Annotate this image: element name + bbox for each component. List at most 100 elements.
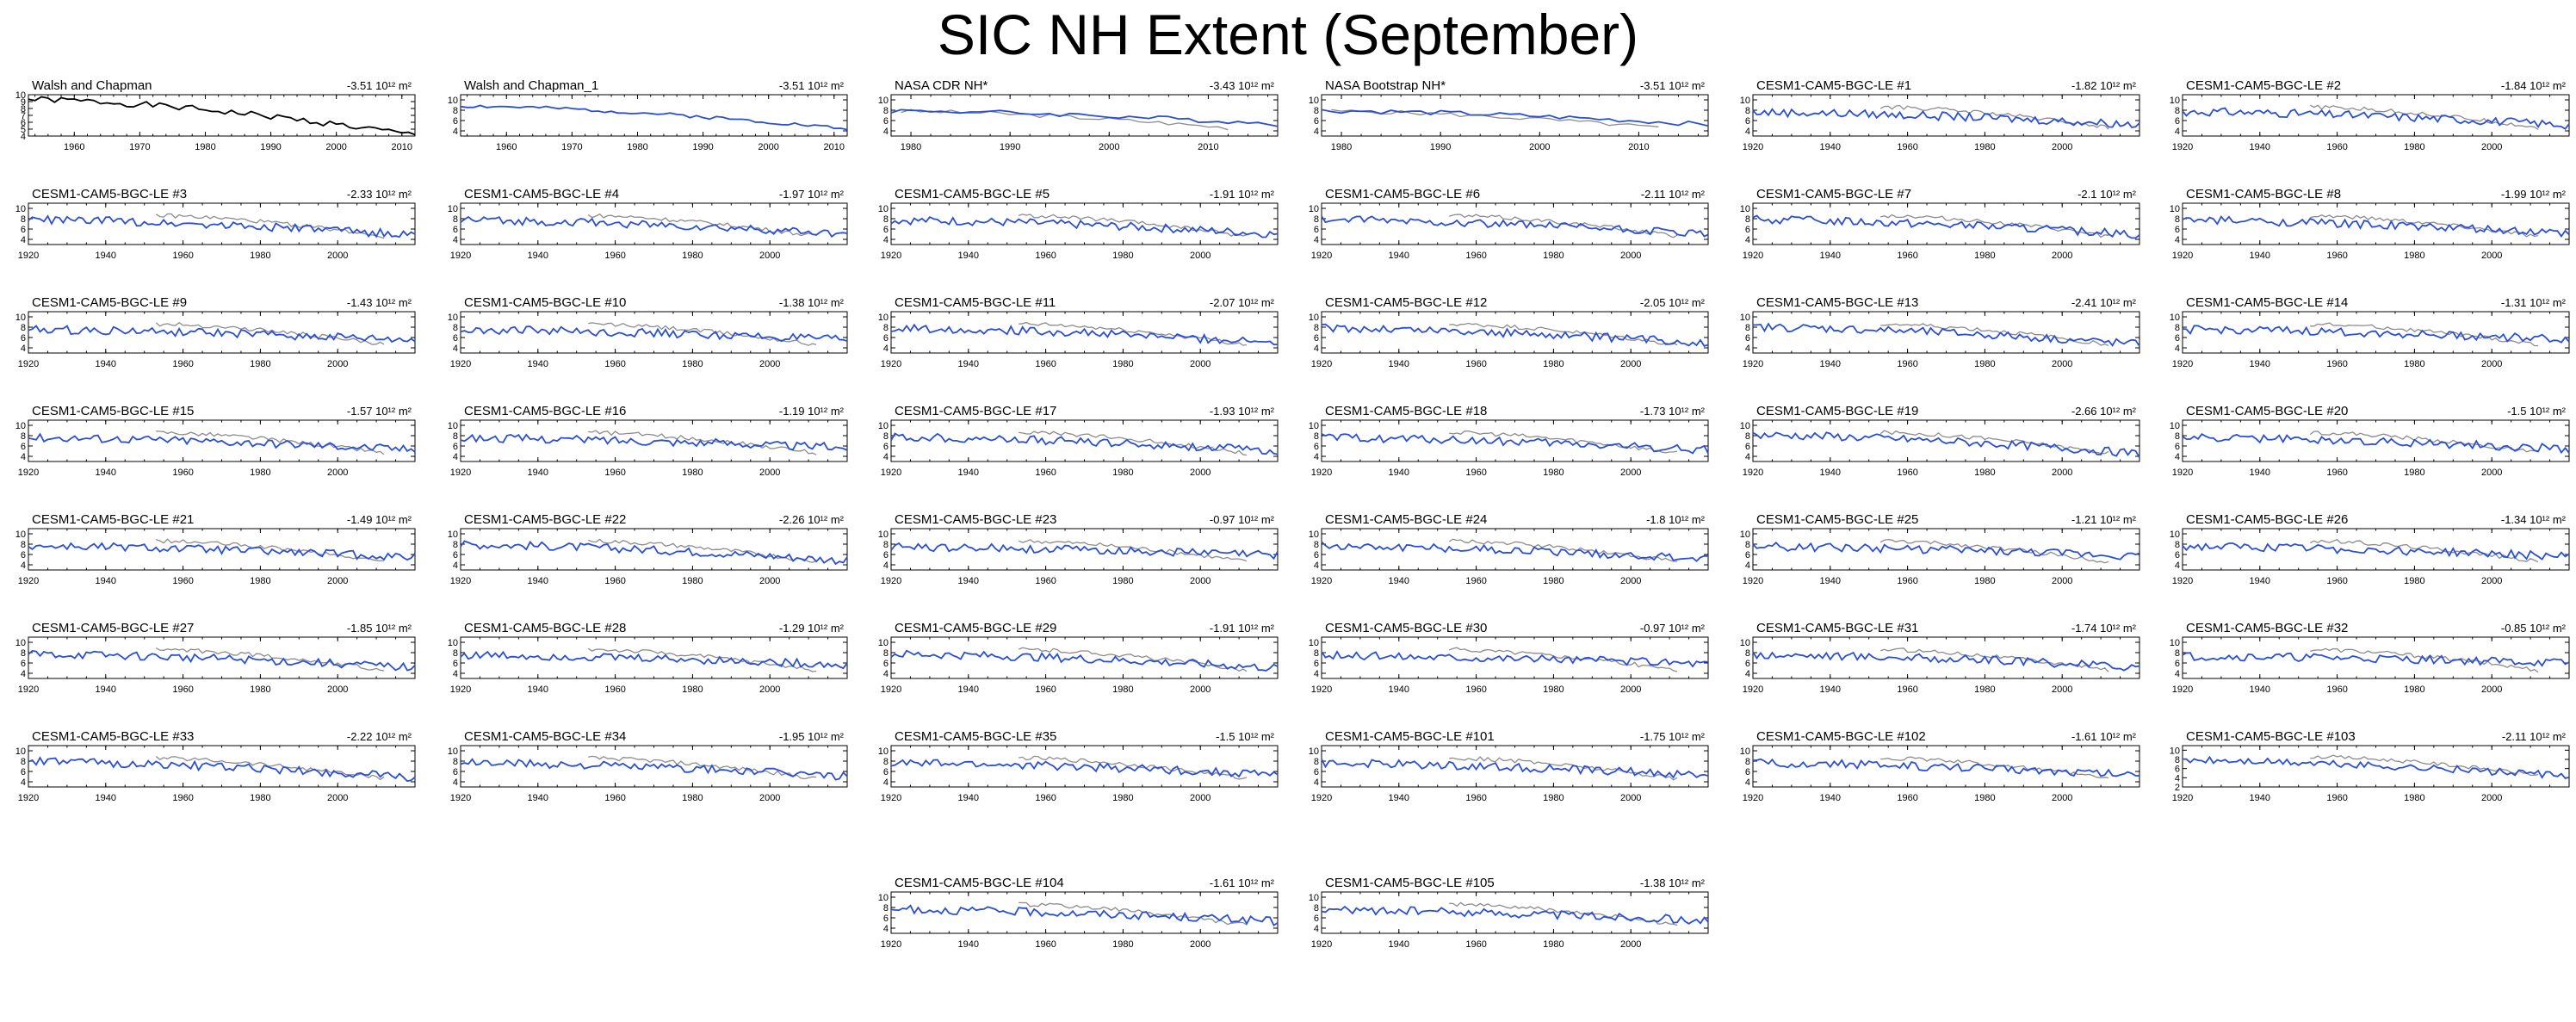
y-tick-label: 6 <box>2175 116 2180 127</box>
x-tick-label: 1980 <box>1974 576 1995 586</box>
x-tick-label: 1980 <box>250 793 270 803</box>
y-tick-label: 10 <box>15 530 26 540</box>
reference-series-line <box>587 213 817 237</box>
x-tick-label: 2000 <box>1190 793 1211 803</box>
panel-title: CESM1-CAM5-BGC-LE #103 <box>2186 729 2356 744</box>
x-tick-label: 1980 <box>901 142 921 152</box>
panel-title: CESM1-CAM5-BGC-LE #15 <box>32 404 194 418</box>
reference-series-line <box>155 538 385 562</box>
x-tick-label: 1980 <box>1543 939 1564 950</box>
x-tick-label: 1920 <box>1311 939 1332 950</box>
panel-title: CESM1-CAM5-BGC-LE #21 <box>32 512 194 527</box>
model-series-line <box>2182 433 2570 455</box>
x-tick-label: 1920 <box>1743 468 1763 478</box>
y-tick-label: 4 <box>883 235 889 245</box>
y-tick-label: 8 <box>1314 540 1319 550</box>
x-tick-label: 1920 <box>450 576 471 586</box>
trend-label: -3.51 10¹² m² <box>779 79 845 92</box>
figure-title: SIC NH Extent (September) <box>937 3 1639 66</box>
y-tick-label: 4 <box>1314 777 1319 788</box>
y-tick-label: 8 <box>883 540 889 550</box>
panel-title: CESM1-CAM5-BGC-LE #7 <box>1756 187 1911 201</box>
chart-panel: CESM1-CAM5-BGC-LE #19 -2.66 10¹² m² 1920 19… <box>1740 404 2140 478</box>
chart-panel: CESM1-CAM5-BGC-LE #1 -1.82 10¹² m² 1920 194… <box>1740 78 2140 152</box>
chart-panel: CESM1-CAM5-BGC-LE #22 -2.26 10¹² m² 1920 19… <box>448 512 848 586</box>
x-tick-label: 1920 <box>1743 684 1763 695</box>
chart-panel: CESM1-CAM5-BGC-LE #17 -1.93 10¹² m² 1920 19… <box>878 404 1279 478</box>
x-tick-label: 1960 <box>604 251 625 261</box>
x-tick-label: 1960 <box>1465 939 1486 950</box>
x-tick-label: 2000 <box>2052 251 2072 261</box>
reference-series-line <box>1880 214 2109 238</box>
x-tick-label: 1920 <box>1311 359 1332 369</box>
chart-panel: CESM1-CAM5-BGC-LE #8 -1.99 10¹² m² 1920 194… <box>2170 187 2570 261</box>
x-tick-label: 1980 <box>627 142 647 152</box>
y-tick-label: 10 <box>448 530 458 540</box>
x-tick-label: 2000 <box>2481 142 2502 152</box>
x-tick-label: 1920 <box>881 793 901 803</box>
y-tick-label: 10 <box>448 96 458 106</box>
x-tick-label: 1940 <box>1820 251 1841 261</box>
y-tick-label: 4 <box>1745 561 1750 571</box>
plot-frame <box>1752 528 2140 571</box>
y-tick-label: 8 <box>2175 431 2180 442</box>
y-tick-label: 8 <box>453 214 458 225</box>
y-tick-label: 6 <box>1314 767 1319 777</box>
chart-panel: CESM1-CAM5-BGC-LE #105 -1.38 10¹² m² 1920 1… <box>1309 876 1709 950</box>
y-tick-label: 10 <box>2170 204 2180 214</box>
reference-series-line <box>155 213 385 239</box>
y-tick-label: 10 <box>1740 638 1750 648</box>
y-tick-label: 4 <box>453 344 458 354</box>
y-tick-label: 4 <box>2175 561 2180 571</box>
y-tick-label: 4 <box>883 777 889 788</box>
x-tick-label: 2000 <box>2052 684 2072 695</box>
x-tick-label: 1940 <box>1389 684 1409 695</box>
panel-title: CESM1-CAM5-BGC-LE #35 <box>895 729 1056 744</box>
x-tick-label: 1960 <box>1465 359 1486 369</box>
chart-panel: CESM1-CAM5-BGC-LE #33 -2.22 10¹² m² 1920 19… <box>15 729 416 803</box>
chart-panel: CESM1-CAM5-BGC-LE #104 -1.61 10¹² m² 1920 1… <box>878 876 1279 950</box>
reference-series-line <box>1019 321 1248 346</box>
reference-series-line <box>587 647 817 672</box>
x-tick-label: 2000 <box>2481 576 2502 586</box>
x-tick-label: 1980 <box>195 142 215 152</box>
y-tick-label: 8 <box>1745 540 1750 550</box>
x-tick-label: 1980 <box>1974 468 1995 478</box>
x-tick-label: 2000 <box>1099 142 1119 152</box>
x-tick-label: 1960 <box>172 576 193 586</box>
y-tick-label: 10 <box>15 204 26 214</box>
panel-title: CESM1-CAM5-BGC-LE #10 <box>464 295 626 310</box>
model-series-line <box>1753 322 2140 347</box>
y-tick-label: 4 <box>2175 669 2180 679</box>
chart-panel: CESM1-CAM5-BGC-LE #26 -1.34 10¹² m² 1920 19… <box>2170 512 2570 586</box>
x-tick-label: 1940 <box>1389 576 1409 586</box>
y-tick-label: 10 <box>448 746 458 757</box>
y-tick-label: 6 <box>1314 225 1319 235</box>
panel-title: CESM1-CAM5-BGC-LE #1 <box>1756 78 1911 93</box>
x-tick-label: 1960 <box>604 793 625 803</box>
x-tick-label: 1940 <box>1820 576 1841 586</box>
x-tick-label: 1920 <box>1311 793 1332 803</box>
trend-label: -1.57 10¹² m² <box>347 405 412 418</box>
reference-series-line <box>2310 647 2539 673</box>
panel-title: Walsh and Chapman_1 <box>464 78 598 93</box>
y-tick-label: 6 <box>21 550 26 561</box>
trend-label: -1.75 10¹² m² <box>1640 730 1706 743</box>
x-tick-label: 2010 <box>1198 142 1218 152</box>
x-tick-label: 2000 <box>325 142 346 152</box>
panel-title: CESM1-CAM5-BGC-LE #25 <box>1756 512 1918 527</box>
plot-frame <box>2182 202 2570 245</box>
y-tick-label: 10 <box>1309 313 1319 323</box>
panel-title: CESM1-CAM5-BGC-LE #2 <box>2186 78 2341 93</box>
y-tick-label: 8 <box>453 431 458 442</box>
x-tick-label: 1920 <box>450 793 471 803</box>
panel-title: CESM1-CAM5-BGC-LE #22 <box>464 512 626 527</box>
x-tick-label: 1980 <box>250 468 270 478</box>
trend-label: -2.26 10¹² m² <box>779 513 845 526</box>
trend-label: -1.97 10¹² m² <box>779 188 845 201</box>
plot-frame <box>28 94 416 137</box>
y-tick-label: 6 <box>1314 442 1319 452</box>
y-tick-label: 8 <box>1314 648 1319 659</box>
y-tick-label: 8 <box>883 106 889 116</box>
x-tick-label: 2000 <box>759 359 780 369</box>
